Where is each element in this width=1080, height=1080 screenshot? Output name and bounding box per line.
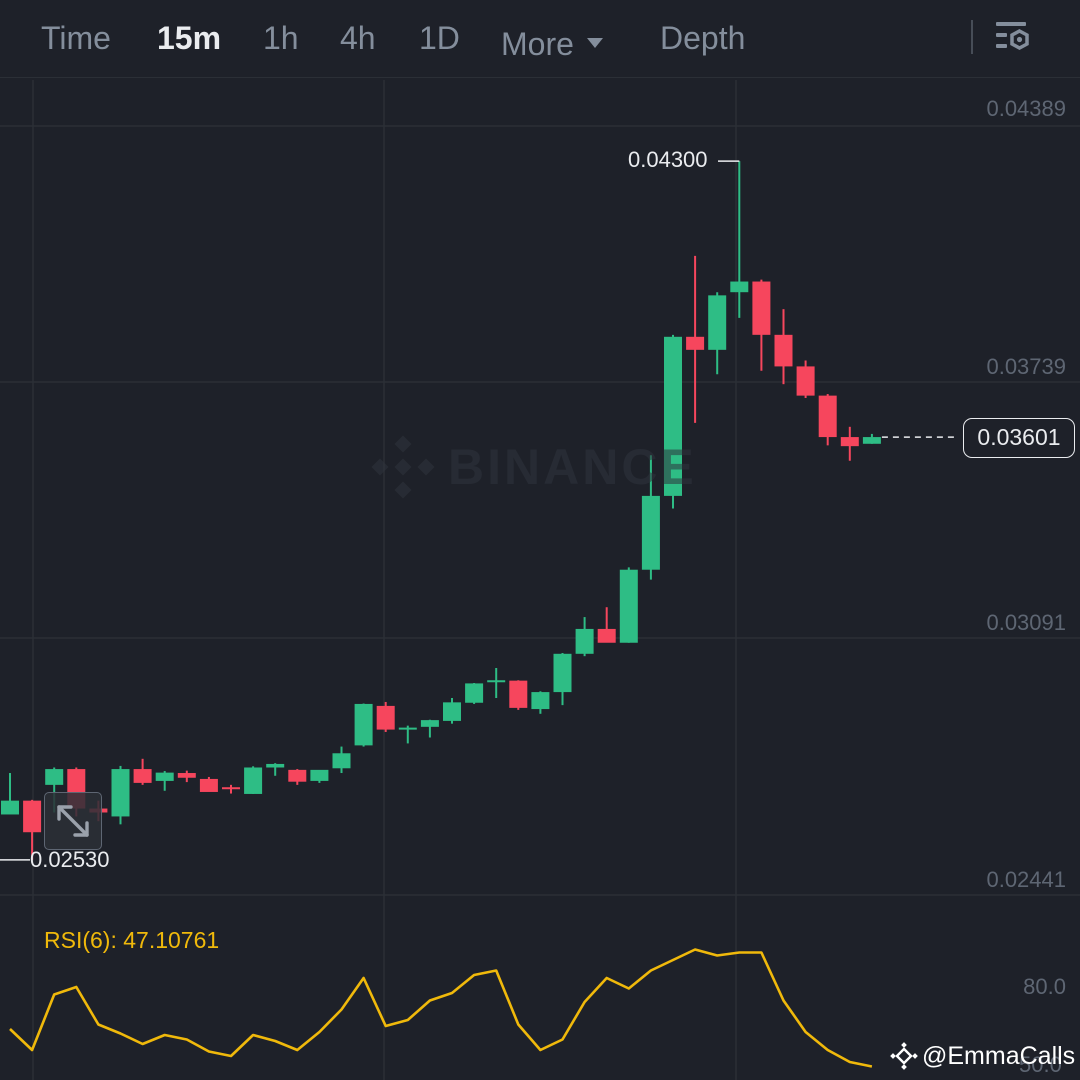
candle-body-up [332, 753, 351, 769]
candle-body-down [686, 336, 705, 350]
expand-chart-button[interactable] [44, 792, 102, 850]
toolbar-divider [971, 20, 973, 54]
current-price-badge: 0.03601 [963, 418, 1075, 458]
candle-body-down [177, 773, 196, 778]
candle-body-down [774, 334, 793, 367]
candle-body-down [288, 769, 307, 782]
candle-body-down [509, 680, 528, 708]
rsi-indicator-label: RSI(6): 47.10761 [44, 927, 220, 953]
candle-body-up [487, 680, 506, 683]
candle-body-up [244, 767, 263, 794]
candle-body-up [465, 683, 484, 703]
candle-body-up [354, 703, 373, 746]
candle-body-up [45, 769, 64, 785]
candle-body-down [376, 705, 395, 730]
price-axis-label: 0.03091 [986, 610, 1066, 635]
chart-settings-icon[interactable] [994, 19, 1032, 57]
expand-arrows-icon [57, 805, 89, 837]
tab-more[interactable]: More [501, 18, 604, 64]
candle-body-down [752, 281, 771, 335]
tab-1d[interactable]: 1D [419, 20, 460, 56]
tab-time[interactable]: Time [41, 20, 111, 56]
candle-body-up [730, 281, 749, 293]
chart-toolbar: Time 15m 1h 4h 1D More Depth [0, 0, 1080, 78]
creator-handle: @EmmaCalls [922, 1042, 1076, 1070]
candle-body-down [23, 800, 42, 833]
candle-body-down [840, 437, 859, 447]
watermark-text: BINANCE [448, 439, 697, 495]
candle-body-up [420, 720, 439, 727]
creator-credit: @EmmaCalls [890, 1040, 1075, 1072]
low-price-label: 0.02530 [30, 847, 110, 872]
candle-body-up [155, 772, 174, 781]
candle-body-down [796, 366, 815, 396]
rsi-line [9, 948, 873, 1068]
candle-body-down [199, 778, 218, 792]
candle-body-up [862, 437, 881, 444]
tab-15m[interactable]: 15m [157, 20, 222, 56]
binance-watermark: BINANCE [368, 432, 697, 502]
candle-body-up [641, 495, 660, 570]
candle-body-up [1, 800, 19, 815]
tab-1h[interactable]: 1h [263, 20, 299, 56]
caret-down-icon [586, 18, 604, 58]
rsi-level-80-label: 80.0 [1023, 974, 1066, 999]
tab-more-label: More [501, 26, 574, 62]
candle-body-down [818, 395, 837, 438]
candle-body-down [222, 787, 240, 790]
candle-body-up [443, 702, 461, 721]
high-price-label: 0.04300 [628, 147, 708, 172]
candle-body-up [398, 727, 417, 730]
candle-body-up [553, 653, 572, 693]
candle-body-up [111, 769, 130, 817]
candle-body-down [597, 628, 616, 643]
candle-body-up [619, 569, 638, 643]
binance-logo-icon [371, 435, 435, 499]
rsi-level-50-label: 50.0 [1019, 1052, 1062, 1077]
price-axis-label: 0.03739 [986, 354, 1066, 379]
candle-body-up [708, 295, 727, 350]
price-axis-label: 0.02441 [986, 867, 1066, 892]
candle-body-up [575, 628, 594, 654]
binance-logo-icon [890, 1042, 918, 1070]
candle-body-up [531, 692, 550, 710]
price-axis-label: 0.04389 [986, 96, 1066, 121]
tab-depth[interactable]: Depth [660, 20, 746, 56]
tab-4h[interactable]: 4h [340, 20, 376, 56]
candle-body-down [133, 769, 152, 783]
candle-body-up [664, 336, 682, 496]
candle-body-up [310, 769, 329, 781]
candle-body-up [266, 763, 285, 768]
